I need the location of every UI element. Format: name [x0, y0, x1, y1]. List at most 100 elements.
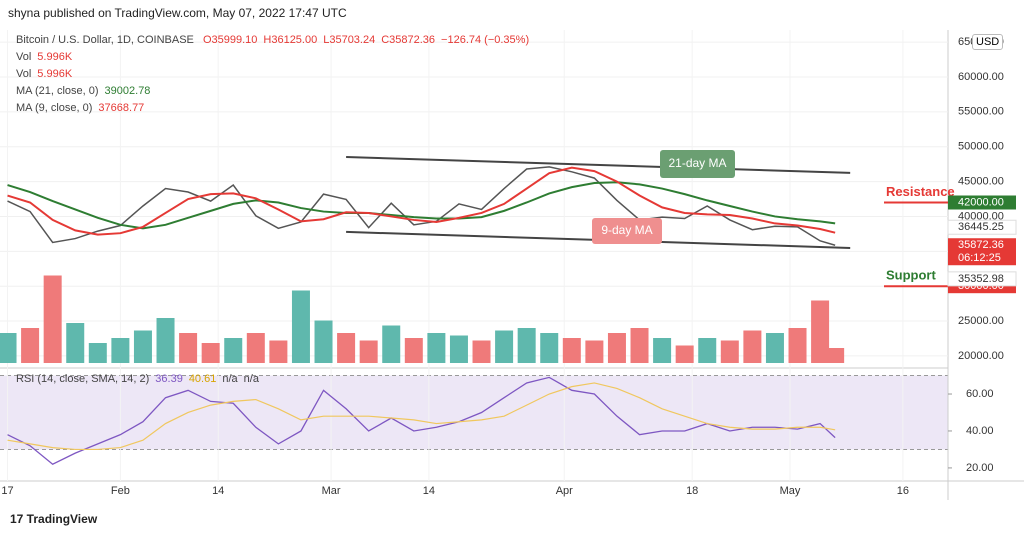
level-box	[948, 195, 1016, 210]
ohlc: O35999.10	[202, 34, 258, 46]
volume-bar	[359, 340, 378, 363]
volume-bar	[269, 340, 288, 363]
annotation-box	[592, 218, 662, 244]
legend-rsi: RSI (14, close, SMA, 14, 2) 36.39 40.61 n/a…	[16, 373, 265, 385]
volume-bar	[607, 333, 626, 363]
rsi-band	[0, 375, 948, 450]
volume-bar	[224, 338, 243, 363]
trendline	[346, 155, 851, 174]
ma-line	[7, 181, 836, 230]
volume-bar	[43, 275, 62, 363]
label: RSI (14, close, SMA, 14, 2)	[16, 373, 150, 385]
rsi-sma-line	[7, 382, 836, 451]
value: 36.39	[155, 373, 183, 385]
volume-bar	[720, 340, 739, 363]
legend-ma: MA (21, close, 0) 39002.78	[16, 85, 156, 97]
price-label: 35872.36	[958, 239, 1004, 251]
volume-bar	[675, 345, 694, 363]
volume-bar	[291, 290, 310, 363]
ohlc: C35872.36	[381, 34, 436, 46]
annotation-box	[660, 150, 735, 178]
y-tick-label: 55000.00	[958, 106, 1004, 118]
footer-logo: 17 TradingView	[10, 512, 98, 526]
y-tick-label: 50000.00	[958, 141, 1004, 153]
level-name: Support	[886, 268, 936, 283]
price-label-box	[948, 238, 1016, 266]
volume-bar	[88, 343, 107, 363]
currency-button[interactable]: USD	[972, 34, 1004, 50]
level-label: 42000.00	[958, 196, 1004, 208]
x-tick-label: 14	[423, 485, 435, 497]
label: Vol	[16, 51, 32, 63]
x-tick-label: Feb	[111, 485, 130, 497]
value: 5.996K	[37, 68, 73, 80]
ohlc: H36125.00	[263, 34, 318, 46]
volume-bar	[562, 338, 581, 363]
volume-bar	[630, 328, 649, 363]
countdown: 06:12:25	[958, 252, 1001, 264]
label: MA (9, close, 0)	[16, 102, 93, 114]
annotation-text: 21-day MA	[668, 156, 726, 170]
value: 40.61	[188, 373, 217, 385]
x-tick-label: 14	[212, 485, 224, 497]
price-label: 35352.98	[958, 273, 1004, 285]
rsi-tick-label: 40.00	[966, 425, 994, 437]
level-name: Resistance	[886, 184, 955, 199]
volume-bar	[133, 330, 152, 363]
rsi-line	[7, 376, 836, 465]
rsi-tick-label: 60.00	[966, 388, 994, 400]
value: 37668.77	[98, 102, 145, 114]
legend-main: Bitcoin / U.S. Dollar, 1D, COINBASE O359…	[16, 34, 535, 46]
volume-bar	[788, 328, 807, 363]
volume-bar	[540, 333, 559, 363]
symbol: Bitcoin / U.S. Dollar, 1D, COINBASE	[16, 34, 194, 46]
y-tick-label: 60000.00	[958, 71, 1004, 83]
value: 39002.78	[104, 85, 151, 97]
volume-bar	[337, 333, 356, 363]
volume-bar	[382, 325, 401, 363]
y-tick-label: 45000.00	[958, 175, 1004, 187]
volume-bar	[472, 340, 491, 363]
label: Vol	[16, 68, 32, 80]
y-tick-label: 40000.00	[958, 210, 1004, 222]
price-label: 36445.25	[958, 221, 1004, 233]
volume-bar	[811, 300, 830, 363]
volume-bar	[698, 338, 717, 363]
x-tick-label: 16	[897, 485, 909, 497]
volume-bar	[246, 333, 265, 363]
volume-bar	[0, 333, 17, 363]
ohlc: L35703.24	[323, 34, 376, 46]
volume-bar	[743, 330, 762, 363]
volume-bar	[179, 333, 198, 363]
volume-bar	[21, 328, 40, 363]
volume-bar	[449, 335, 468, 363]
volume-bar	[156, 318, 175, 363]
volume-bar	[404, 338, 423, 363]
volume-bar	[585, 340, 604, 363]
legend-vol: Vol 5.996K	[16, 68, 78, 80]
price-label-box	[947, 271, 1017, 287]
volume-bar	[517, 328, 536, 363]
value: n/a	[243, 373, 259, 385]
volume-bar	[826, 348, 845, 363]
x-tick-label: Apr	[556, 485, 573, 497]
volume-bar	[201, 343, 220, 363]
ma-line	[7, 166, 836, 236]
volume-bar	[495, 330, 514, 363]
value: n/a	[222, 373, 238, 385]
x-tick-label: 18	[686, 485, 698, 497]
rsi-tick-label: 20.00	[966, 462, 994, 474]
value: 5.996K	[37, 51, 73, 63]
annotation-text: 9-day MA	[601, 223, 652, 237]
y-tick-label: 25000.00	[958, 315, 1004, 327]
label: MA (21, close, 0)	[16, 85, 99, 97]
volume-bar	[427, 333, 446, 363]
price-label-box	[947, 219, 1017, 235]
legend-ma: MA (9, close, 0) 37668.77	[16, 102, 150, 114]
volume-bar	[653, 338, 672, 363]
x-tick-label: May	[780, 485, 801, 497]
volume-bar	[314, 320, 333, 363]
price-line	[7, 166, 836, 246]
